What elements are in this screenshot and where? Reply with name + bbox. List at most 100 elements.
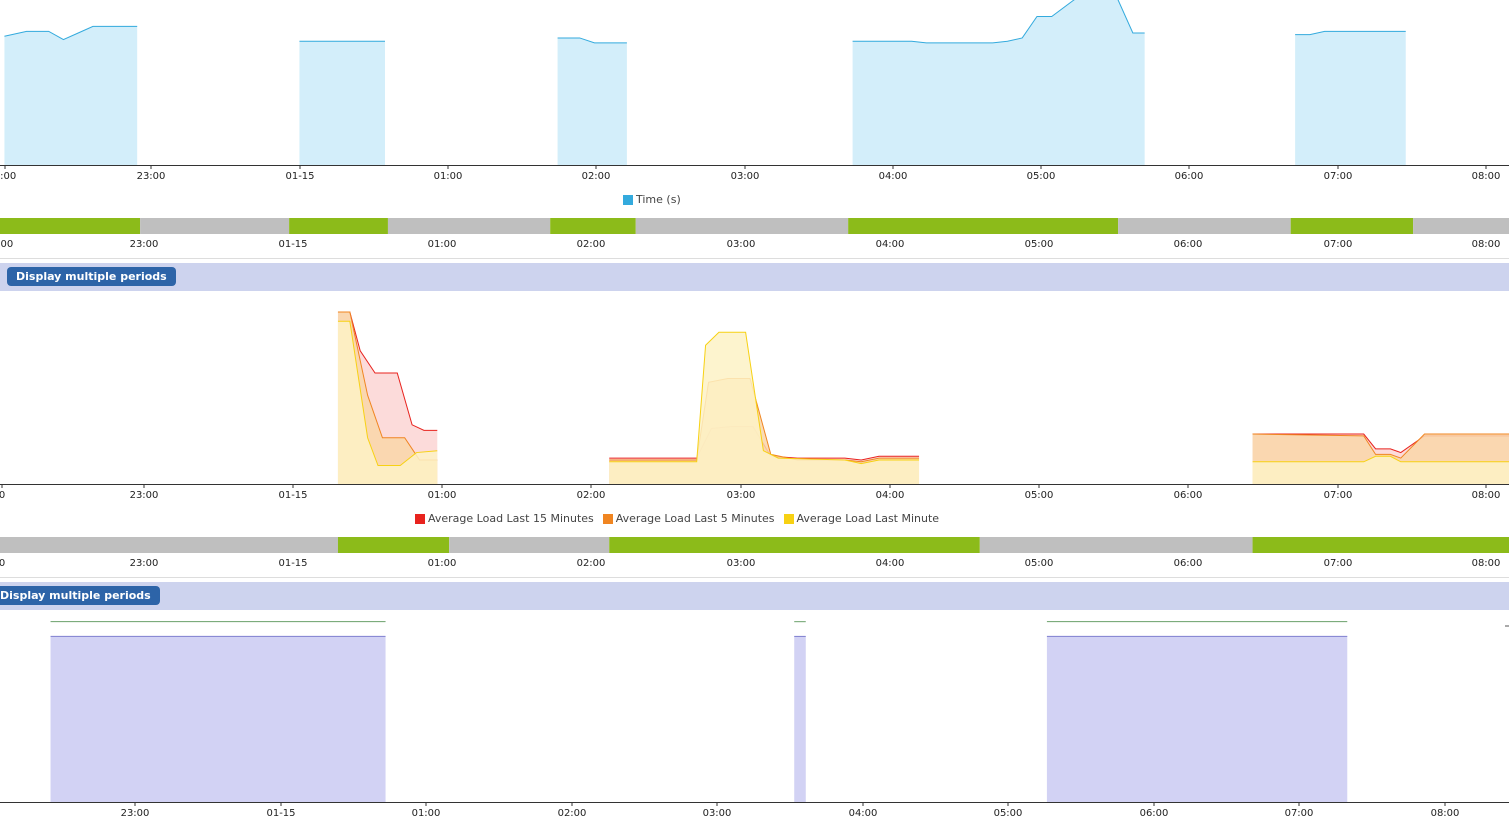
availability-segment-6 bbox=[1252, 537, 1509, 553]
x-tick-label: 03:00 bbox=[727, 490, 756, 501]
availability-segment-3 bbox=[449, 537, 610, 553]
availability-segment-2 bbox=[337, 537, 450, 553]
series-1-area-2 bbox=[794, 636, 806, 802]
legend-swatch bbox=[602, 513, 613, 524]
x-tick-label: 2:00 bbox=[0, 171, 16, 182]
legend-label: Average Load Last 5 Minutes bbox=[615, 512, 775, 525]
series-1-line-4 bbox=[852, 0, 1145, 44]
x-tick-label: 06:00 bbox=[1174, 490, 1203, 501]
x-tick-label: 06:00 bbox=[1175, 171, 1204, 182]
availability-segment-2 bbox=[140, 218, 290, 234]
availability-segment-4 bbox=[387, 218, 551, 234]
x-tick-label: 07:00 bbox=[1324, 490, 1353, 501]
x-tick-label: 05:00 bbox=[1027, 171, 1056, 182]
availability-tick-label: 07:00 bbox=[1324, 239, 1353, 250]
legend-label: Average Load Last 15 Minutes bbox=[428, 512, 594, 525]
x-tick-label: 23:00 bbox=[130, 490, 159, 501]
legend-label: Time (s) bbox=[636, 193, 681, 206]
availability-tick-label: 08:00 bbox=[1472, 558, 1501, 569]
availability-segment-9 bbox=[1290, 218, 1414, 234]
chart-1: 2:00 23:00 01-15 01:00 02:00 03:00 04:00 05:00 0… bbox=[0, 0, 1509, 259]
x-tick-label: 01:00 bbox=[428, 490, 457, 501]
chart-2: 0 23:00 01-15 01:00 02:00 03:00 04:00 05:00 06:0… bbox=[0, 311, 1509, 578]
availability-tick-label: 0 bbox=[0, 558, 5, 569]
x-tick-label: 04:00 bbox=[879, 171, 908, 182]
x-tick-label: 01:00 bbox=[412, 808, 441, 819]
legend-load-chart: Average Load Last 15 Minutes Average Load… bbox=[415, 512, 939, 525]
x-tick-label: 05:00 bbox=[1025, 490, 1054, 501]
series-1-area-4 bbox=[852, 0, 1145, 165]
availability-tick-label: 03:00 bbox=[727, 239, 756, 250]
x-tick-label: 01-15 bbox=[285, 171, 314, 182]
display-multiple-periods-button-1[interactable]: Display multiple periods bbox=[7, 267, 176, 286]
availability-segment-1 bbox=[0, 218, 141, 234]
availability-segment-4 bbox=[609, 537, 980, 553]
series-3-line-3 bbox=[1252, 455, 1509, 463]
availability-tick-label: 03:00 bbox=[727, 558, 756, 569]
x-tick-label: 03:00 bbox=[703, 808, 732, 819]
availability-tick-label: 04:00 bbox=[876, 558, 905, 569]
availability-segment-3 bbox=[289, 218, 388, 234]
load-legend-item-2[interactable]: Average Load Last 5 Minutes bbox=[602, 512, 775, 525]
availability-tick-label: 02:00 bbox=[577, 558, 606, 569]
availability-tick-label: 06:00 bbox=[1174, 558, 1203, 569]
series-2-line-3 bbox=[1252, 433, 1509, 459]
availability-tick-label: 01:00 bbox=[428, 239, 457, 250]
legend-label: Average Load Last Minute bbox=[796, 512, 940, 525]
availability-segment-6 bbox=[635, 218, 849, 234]
availability-tick-label: 05:00 bbox=[1025, 558, 1054, 569]
series-3-area-3 bbox=[1252, 456, 1509, 484]
availability-tick-label: 01-15 bbox=[278, 558, 307, 569]
series-1-area-1 bbox=[4, 26, 138, 166]
series-1-area-3 bbox=[557, 37, 627, 166]
x-tick-label: 08:00 bbox=[1472, 171, 1501, 182]
x-tick-label: 23:00 bbox=[121, 808, 150, 819]
availability-tick-label: 05:00 bbox=[1025, 239, 1054, 250]
x-tick-label: 08:00 bbox=[1472, 490, 1501, 501]
series-3-area-1 bbox=[337, 321, 438, 484]
series-1-line-5 bbox=[1295, 30, 1406, 36]
display-multiple-periods-button-2[interactable]: Display multiple periods bbox=[0, 586, 160, 605]
availability-segment-5 bbox=[979, 537, 1253, 553]
series-1-area-5 bbox=[1295, 31, 1406, 165]
legend-swatch bbox=[783, 513, 794, 524]
period-bar-2: Display multiple periods bbox=[0, 582, 1509, 610]
availability-tick-label: 04:00 bbox=[876, 239, 905, 250]
availability-tick-label: 06:00 bbox=[1174, 239, 1203, 250]
availability-segment-5 bbox=[550, 218, 636, 234]
series-1-area-1 bbox=[50, 636, 386, 802]
availability-tick-label: 01:00 bbox=[428, 558, 457, 569]
x-tick-label: 04:00 bbox=[849, 808, 878, 819]
x-tick-label: 01-15 bbox=[278, 490, 307, 501]
availability-tick-label: 07:00 bbox=[1324, 558, 1353, 569]
legend-time-chart: Time (s) bbox=[623, 193, 681, 206]
availability-segment-8 bbox=[1118, 218, 1291, 234]
x-tick-label: 02:00 bbox=[582, 171, 611, 182]
x-tick-label: 04:00 bbox=[876, 490, 905, 501]
x-tick-label: 01-15 bbox=[266, 808, 295, 819]
x-tick-label: 23:00 bbox=[137, 171, 166, 182]
series-1-line-1 bbox=[4, 25, 138, 41]
x-tick-label: 05:00 bbox=[994, 808, 1023, 819]
load-legend-item-3[interactable]: Average Load Last Minute bbox=[783, 512, 940, 525]
availability-segment-1 bbox=[0, 537, 338, 553]
series-3-line-2 bbox=[609, 331, 920, 465]
load-legend-item-1[interactable]: Average Load Last 15 Minutes bbox=[415, 512, 594, 525]
availability-tick-label: 23:00 bbox=[130, 239, 159, 250]
availability-tick-label: 23:00 bbox=[130, 558, 159, 569]
x-tick-label: 02:00 bbox=[577, 490, 606, 501]
series-3-area-2 bbox=[609, 332, 920, 484]
x-tick-label: 06:00 bbox=[1140, 808, 1169, 819]
x-tick-label: 0 bbox=[0, 490, 5, 501]
availability-tick-label: 2:00 bbox=[0, 239, 13, 250]
x-tick-label: 03:00 bbox=[731, 171, 760, 182]
series-3-line-1 bbox=[337, 320, 438, 466]
availability-tick-label: 08:00 bbox=[1472, 239, 1501, 250]
series-1-area-2 bbox=[299, 41, 385, 165]
time-legend-item-1[interactable]: Time (s) bbox=[623, 193, 681, 206]
series-1-area-3 bbox=[1046, 636, 1348, 802]
x-tick-label: 08:00 bbox=[1431, 808, 1460, 819]
series-1-line-3 bbox=[557, 37, 627, 44]
x-tick-label: 01:00 bbox=[434, 171, 463, 182]
